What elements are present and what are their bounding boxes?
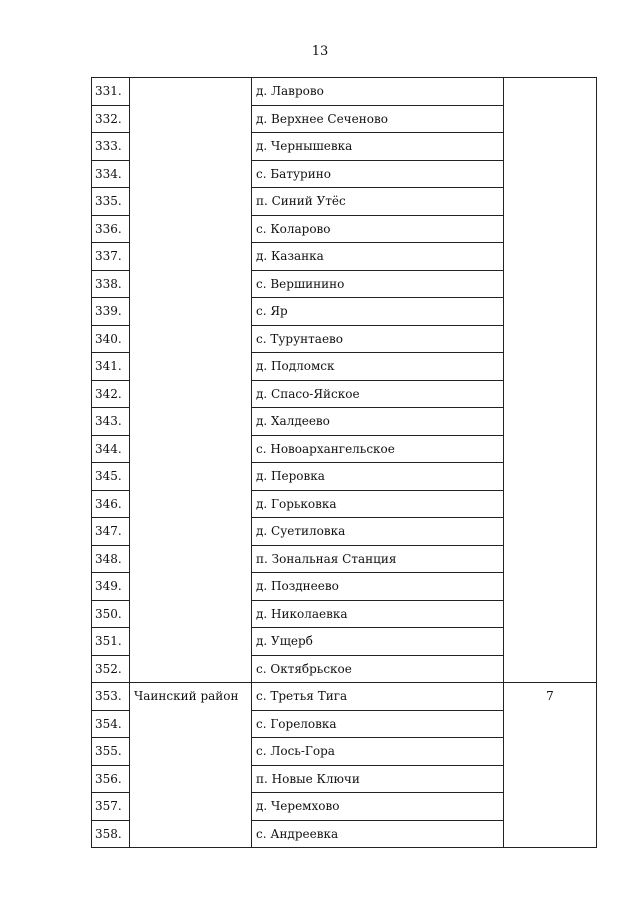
row-number: 341. <box>91 352 130 381</box>
settlement-name: д. Казанка <box>251 242 504 271</box>
table-row: 338. с. Вершинино <box>91 269 597 298</box>
row-number: 356. <box>91 764 130 793</box>
row-number: 354. <box>91 709 130 738</box>
row-number: 332. <box>91 104 130 133</box>
settlement-name: п. Синий Утёс <box>251 187 504 216</box>
settlement-name: д. Ущерб <box>251 627 504 656</box>
count-cell: 7 <box>503 682 597 848</box>
settlement-name: с. Яр <box>251 297 504 326</box>
table-row: 332. д. Верхнее Сеченово <box>91 104 597 133</box>
count-cell <box>503 77 597 683</box>
row-number: 345. <box>91 462 130 491</box>
district-cell: Чаинский район <box>129 682 252 848</box>
settlement-name: д. Верхнее Сеченово <box>251 104 504 133</box>
table-row: 351. д. Ущерб <box>91 627 597 656</box>
settlement-name: с. Вершинино <box>251 269 504 298</box>
row-number: 348. <box>91 544 130 573</box>
settlement-name: д. Лаврово <box>251 77 504 106</box>
row-number: 343. <box>91 407 130 436</box>
settlement-name: д. Черемхово <box>251 792 504 821</box>
table-row: 358. с. Андреевка <box>91 819 597 848</box>
row-number: 340. <box>91 324 130 353</box>
table-row: 334. с. Батурино <box>91 159 597 188</box>
settlement-name: д. Суетиловка <box>251 517 504 546</box>
row-number: 334. <box>91 159 130 188</box>
settlement-name: д. Халдеево <box>251 407 504 436</box>
table-row: 355. с. Лось-Гора <box>91 737 597 766</box>
table-row: 336. с. Коларово <box>91 214 597 243</box>
settlement-name: с. Третья Тига <box>251 682 504 711</box>
row-number: 336. <box>91 214 130 243</box>
row-number: 337. <box>91 242 130 271</box>
settlement-name: д. Чернышевка <box>251 132 504 161</box>
settlement-name: п. Зональная Станция <box>251 544 504 573</box>
table-row: 356. п. Новые Ключи <box>91 764 597 793</box>
table-row: 335. п. Синий Утёс <box>91 187 597 216</box>
row-number: 335. <box>91 187 130 216</box>
settlement-name: д. Перовка <box>251 462 504 491</box>
row-number: 349. <box>91 572 130 601</box>
page-number: 13 <box>311 44 329 59</box>
row-number: 339. <box>91 297 130 326</box>
settlement-name: д. Николаевка <box>251 599 504 628</box>
row-number: 346. <box>91 489 130 518</box>
settlements-table: 331. д. Лаврово 332. д. Верхнее Сеченово 333… <box>91 77 597 848</box>
table-row: 339. с. Яр <box>91 297 597 326</box>
table-row: 343. д. Халдеево <box>91 407 597 436</box>
settlement-name: с. Андреевка <box>251 819 504 848</box>
table-row: 346. д. Горьковка <box>91 489 597 518</box>
table-row: 353. Чаинский район с. Третья Тига 7 <box>91 682 597 848</box>
table-row: 354. с. Гореловка <box>91 709 597 738</box>
table-row: 333. д. Чернышевка <box>91 132 597 161</box>
row-number: 357. <box>91 792 130 821</box>
settlement-name: с. Гореловка <box>251 709 504 738</box>
table-row: 357. д. Черемхово <box>91 792 597 821</box>
row-number: 351. <box>91 627 130 656</box>
table-row: 347. д. Суетиловка <box>91 517 597 546</box>
table-row: 341. д. Подломск <box>91 352 597 381</box>
row-number: 352. <box>91 654 130 683</box>
table-row: 345. д. Перовка <box>91 462 597 491</box>
row-number: 353. <box>91 682 130 711</box>
table-row: 331. д. Лаврово <box>91 77 597 683</box>
row-number: 350. <box>91 599 130 628</box>
settlement-name: с. Батурино <box>251 159 504 188</box>
settlement-name: д. Горьковка <box>251 489 504 518</box>
settlement-name: п. Новые Ключи <box>251 764 504 793</box>
district-cell <box>129 77 252 683</box>
row-number: 331. <box>91 77 130 106</box>
table-row: 337. д. Казанка <box>91 242 597 271</box>
settlement-name: с. Коларово <box>251 214 504 243</box>
settlement-name: с. Лось-Гора <box>251 737 504 766</box>
settlement-name: с. Новоархангельское <box>251 434 504 463</box>
row-number: 355. <box>91 737 130 766</box>
row-number: 338. <box>91 269 130 298</box>
table-row: 344. с. Новоархангельское <box>91 434 597 463</box>
row-number: 333. <box>91 132 130 161</box>
row-number: 347. <box>91 517 130 546</box>
settlement-name: с. Октябрьское <box>251 654 504 683</box>
row-number: 358. <box>91 819 130 848</box>
settlement-name: д. Позднеево <box>251 572 504 601</box>
row-number: 342. <box>91 379 130 408</box>
row-number: 344. <box>91 434 130 463</box>
settlement-name: д. Спасо-Яйское <box>251 379 504 408</box>
settlement-name: д. Подломск <box>251 352 504 381</box>
settlement-name: с. Турунтаево <box>251 324 504 353</box>
